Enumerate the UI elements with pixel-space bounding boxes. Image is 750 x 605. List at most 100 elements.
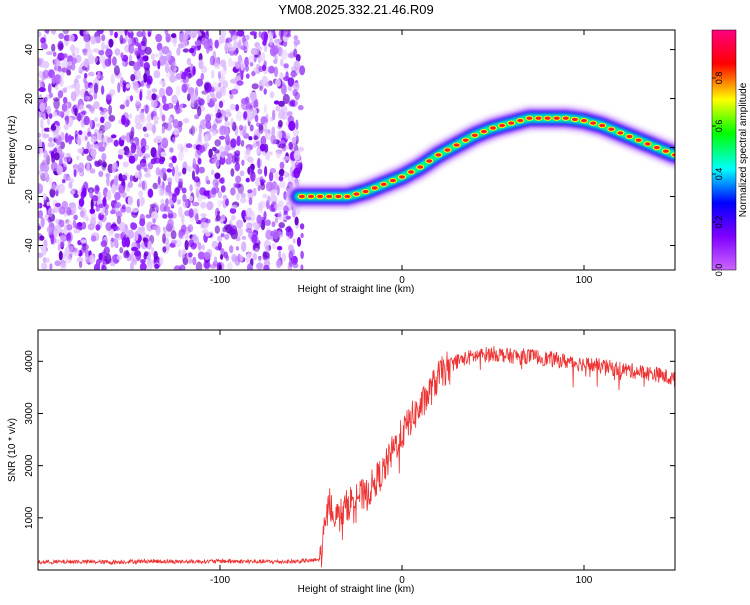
noise-blob [238,124,244,131]
noise-blob [47,83,52,94]
noise-blob [187,87,195,94]
noise-blob [90,222,94,229]
noise-blob [264,122,268,130]
noise-blob [127,195,134,206]
noise-blob [131,251,135,262]
noise-blob [277,231,284,238]
noise-blob [128,113,133,119]
noise-blob [111,163,116,174]
figure-title: YM08.2025.332.21.46.R09 [278,2,433,17]
noise-blob [241,235,247,240]
ridge-bead-core [581,118,587,123]
ridge-bead-core [517,118,524,123]
noise-blob [63,158,68,168]
noise-blob [50,233,55,245]
noise-blob [130,262,134,270]
noise-blob [47,142,55,148]
noise-blob [46,105,52,115]
noise-blob [192,30,199,34]
noise-blob [81,243,89,251]
noise-blob [230,204,238,209]
ridge-bead-core [444,148,451,152]
noise-blob [95,36,101,44]
ridge-bead-core [571,117,578,122]
noise-blob [106,175,110,187]
noise-blob [235,104,240,112]
noise-blob [197,106,202,117]
ridge-bead-core [508,121,515,125]
noise-blob [146,114,152,123]
noise-blob [283,156,291,161]
noise-blob [72,52,76,58]
noise-blob [70,189,75,196]
noise-blob [249,31,257,36]
noise-blob [250,170,256,182]
noise-blob [239,170,245,177]
noise-blob [212,178,219,188]
noise-blob [240,70,244,81]
noise-blob [290,66,298,72]
noise-blob [106,189,112,201]
noise-blob [77,162,85,173]
noise-blob [167,213,174,219]
noise-blob [168,116,173,123]
noise-blob [46,205,52,216]
noise-blob [293,167,301,179]
ridge-bead-core [362,189,369,194]
noise-blob [145,122,154,131]
noise-blob [180,78,186,84]
noise-blob [209,264,217,269]
noise-blob [144,46,152,55]
noise-blob [197,251,205,260]
noise-blob [230,168,235,177]
noise-blob [286,111,293,117]
noise-blob [249,91,257,102]
noise-blob [117,148,125,155]
noise-blob [151,88,158,93]
noise-blob [43,127,51,132]
noise-blob [157,60,161,70]
noise-blob [169,74,176,83]
noise-blob [144,173,152,178]
noise-blob [85,253,90,264]
noise-blob [285,215,291,220]
noise-blob [134,230,139,241]
ridge-bead-core [590,121,597,125]
noise-blob [95,186,100,192]
noise-blob [68,181,73,189]
noise-blob [258,256,262,265]
noise-blob [234,162,240,172]
noise-blob [245,65,249,72]
noise-blob [245,34,250,41]
noise-blob [68,245,74,253]
noise-blob [161,114,166,122]
noise-blob [159,104,163,113]
noise-blob [248,197,253,206]
noise-blob [226,262,233,270]
noise-blob [54,58,59,64]
noise-blob [106,136,114,143]
noise-blob [191,45,197,50]
noise-blob [273,204,279,209]
noise-blob [179,264,186,270]
noise-blob [272,137,277,145]
noise-blob [135,99,140,106]
noise-blob [151,93,157,101]
noise-blob [125,206,132,213]
noise-blob [299,223,305,230]
noise-blob [239,45,247,51]
noise-blob [149,203,157,209]
x-tick-label: 0 [399,575,405,586]
noise-blob [194,40,201,46]
ridge-bead-core [662,149,669,153]
noise-blob [268,171,274,182]
noise-blob [233,151,237,158]
noise-blob [279,161,285,170]
noise-blob [225,255,230,261]
noise-blob [127,30,134,39]
noise-blob [176,47,181,56]
noise-blob [216,214,221,222]
noise-blob [241,159,245,166]
ridge-bead-core [298,194,305,199]
noise-blob [288,244,294,252]
